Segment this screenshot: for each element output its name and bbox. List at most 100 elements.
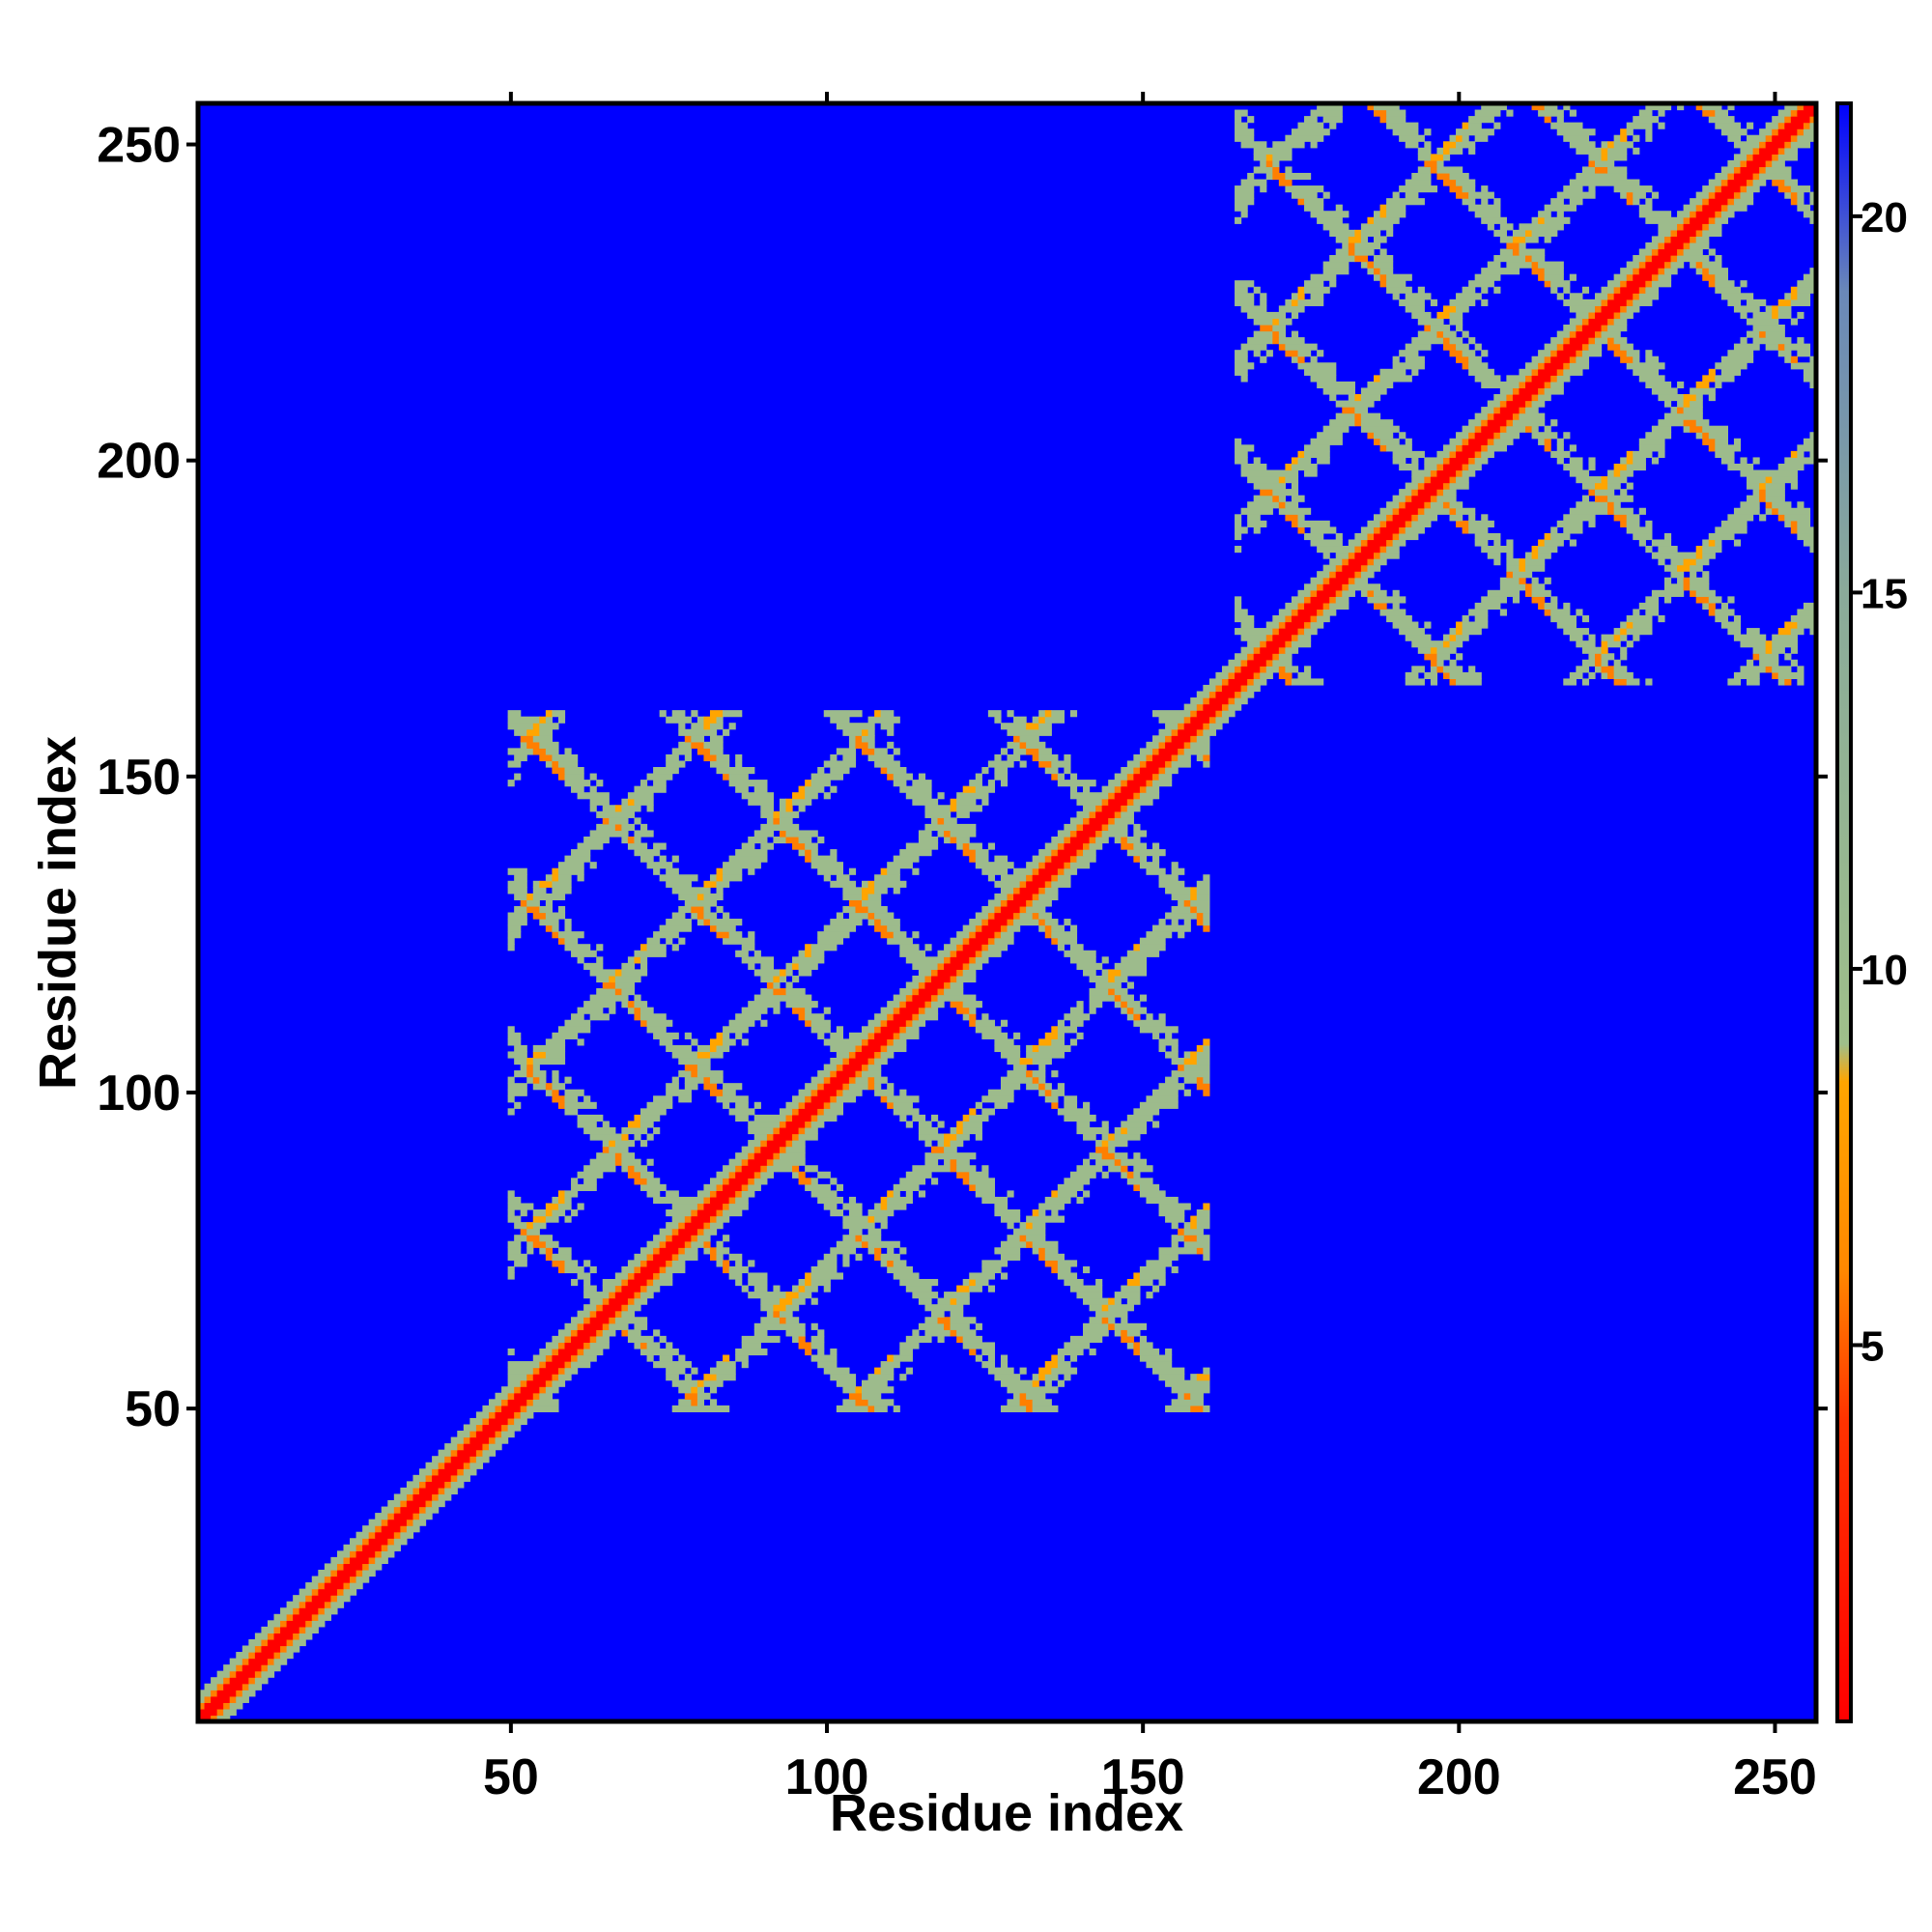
heatmap-cell — [810, 950, 825, 957]
heatmap-cell — [1663, 583, 1685, 591]
heatmap-cell — [823, 1083, 843, 1091]
heatmap-cell — [1576, 325, 1583, 332]
heatmap-cell — [792, 962, 800, 970]
heatmap-cell — [1373, 255, 1394, 263]
heatmap-cell — [1304, 368, 1337, 376]
heatmap-cell — [1360, 236, 1369, 243]
heatmap-cell — [1000, 1215, 1021, 1223]
heatmap-cell — [614, 969, 622, 977]
heatmap-cell — [1360, 539, 1369, 547]
heatmap-cell — [564, 1260, 579, 1267]
heatmap-cell — [874, 1405, 888, 1412]
heatmap-cell — [691, 1070, 698, 1078]
heatmap-cell — [798, 1133, 818, 1141]
heatmap-cell — [766, 1165, 793, 1173]
heatmap-cell — [507, 1089, 527, 1096]
heatmap-cell — [709, 735, 724, 743]
heatmap-cell — [267, 1664, 281, 1672]
heatmap-cell — [962, 944, 982, 952]
heatmap-cell — [741, 1335, 781, 1344]
heatmap-cell — [1765, 159, 1773, 168]
heatmap-cell — [1638, 375, 1665, 383]
heatmap-cell — [1601, 634, 1615, 641]
heatmap-cell — [735, 1278, 743, 1287]
heatmap-cell — [696, 716, 705, 724]
heatmap-cell — [324, 1582, 345, 1590]
heatmap-cell — [1083, 1265, 1091, 1274]
heatmap-cell — [867, 1228, 882, 1236]
heatmap-cell — [1747, 159, 1767, 168]
heatmap-cell — [1715, 122, 1742, 129]
heatmap-cell — [678, 1354, 686, 1362]
heatmap-cell — [842, 1215, 869, 1223]
heatmap-cell — [823, 1101, 831, 1109]
heatmap-cell — [583, 1342, 591, 1350]
heatmap-cell — [1064, 1013, 1091, 1021]
heatmap-cell — [463, 1462, 470, 1469]
heatmap-cell — [1720, 166, 1735, 174]
heatmap-cell — [596, 1335, 610, 1344]
heatmap-cell — [1151, 1089, 1179, 1096]
heatmap-cell — [753, 830, 775, 838]
heatmap-cell — [1190, 905, 1198, 914]
heatmap-cell — [1178, 728, 1198, 736]
heatmap-cell — [1013, 1228, 1046, 1236]
heatmap-cell — [930, 817, 939, 825]
heatmap-cell — [1215, 684, 1223, 693]
heatmap-cell — [659, 1265, 667, 1274]
heatmap-cell — [564, 1019, 591, 1027]
heatmap-cell — [1424, 325, 1432, 332]
heatmap-cell — [387, 1538, 395, 1546]
heatmap-cell — [311, 1576, 326, 1583]
heatmap-cell — [1392, 457, 1406, 465]
heatmap-cell — [880, 1361, 900, 1369]
heatmap-cell — [387, 1500, 401, 1508]
heatmap-cell — [1411, 520, 1432, 527]
heatmap-cell — [1720, 204, 1728, 212]
heatmap-cell — [1556, 191, 1596, 199]
heatmap-cell — [880, 723, 895, 730]
heatmap-cell — [1569, 330, 1577, 338]
heatmap-cell — [1114, 817, 1134, 825]
heatmap-cell — [1026, 723, 1039, 730]
heatmap-cell — [1576, 476, 1603, 484]
heatmap-cell — [463, 1468, 477, 1476]
heatmap-cell — [741, 842, 755, 850]
heatmap-cell — [1645, 255, 1653, 263]
heatmap-cell — [1310, 211, 1350, 218]
heatmap-cell — [507, 1348, 515, 1356]
heatmap-cell — [709, 1215, 718, 1223]
heatmap-cell — [1392, 450, 1425, 458]
heatmap-cell — [236, 1670, 256, 1678]
heatmap-cell — [930, 969, 939, 977]
heatmap-cell — [1089, 842, 1103, 850]
heatmap-cell — [1405, 355, 1425, 363]
heatmap-cell — [728, 1171, 736, 1179]
heatmap-cell — [666, 753, 679, 762]
heatmap-cell — [1772, 159, 1785, 168]
heatmap-cell — [862, 728, 869, 736]
heatmap-cell — [609, 1146, 629, 1153]
heatmap-cell — [918, 1322, 945, 1330]
heatmap-cell — [1183, 748, 1210, 755]
heatmap-cell — [1064, 1101, 1078, 1109]
heatmap-cell — [1493, 229, 1507, 237]
heatmap-cell — [1069, 773, 1078, 781]
heatmap-cell — [589, 1297, 604, 1305]
heatmap-cell — [1462, 444, 1482, 452]
heatmap-cell — [691, 723, 705, 730]
heatmap-cell — [1013, 887, 1021, 895]
heatmap-cell — [1126, 1178, 1153, 1185]
heatmap-cell — [1569, 469, 1590, 477]
heatmap-cell — [994, 1044, 1021, 1053]
heatmap-cell — [880, 1007, 895, 1014]
heatmap-cell — [1784, 147, 1798, 155]
heatmap-cell — [557, 874, 572, 882]
heatmap-cell — [1196, 1374, 1210, 1381]
heatmap-cell — [867, 880, 875, 888]
heatmap-cell — [1151, 924, 1191, 932]
heatmap-cell — [552, 1076, 559, 1084]
heatmap-cell — [735, 1152, 749, 1160]
heatmap-cell — [1069, 855, 1078, 863]
heatmap-cell — [1297, 298, 1324, 306]
